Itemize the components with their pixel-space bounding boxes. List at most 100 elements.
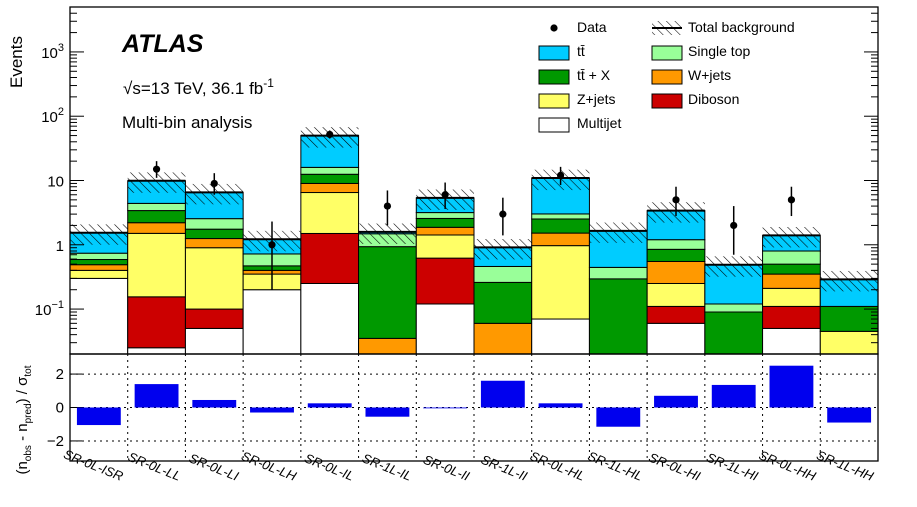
ratio-bar — [76, 407, 121, 426]
legend-swatch — [651, 69, 683, 85]
bar-segment — [819, 330, 879, 355]
total-bkg-band — [704, 256, 763, 277]
ratio-axis-label: (nobs - npred) / σtot — [14, 365, 34, 474]
legend-label: Single top — [688, 43, 750, 59]
ratio-bar — [480, 380, 525, 408]
bar-segment — [588, 266, 648, 280]
total-bkg-band — [589, 222, 648, 243]
ratio-tick-label: 0 — [56, 400, 64, 417]
ratio-label-sub-obs: obs — [23, 445, 34, 461]
x-tick-label: SR-1L-HL — [586, 448, 645, 484]
y-axis-label: Events — [7, 36, 26, 88]
bar-segment — [184, 247, 244, 310]
y-tick-label: 10−1 — [35, 299, 64, 319]
y-tick-label-base: 10 — [41, 45, 58, 62]
ratio-bar — [769, 365, 814, 408]
bar-segment — [415, 212, 475, 219]
data-point — [383, 202, 392, 210]
ratio-bar — [711, 384, 756, 408]
total-bkg-band — [127, 172, 186, 193]
legend-label: tt̄ — [577, 43, 585, 59]
ratio-label-part3: ) / σ — [14, 376, 31, 403]
energy-label-superscript: -1 — [263, 76, 274, 90]
ratio-bar — [654, 395, 698, 408]
energy-label-text: √s=13 TeV, 36.1 fb — [123, 79, 263, 98]
y-tick-label: 10 — [47, 174, 64, 191]
y-tick-label: 103 — [41, 42, 64, 62]
legend-data-marker — [550, 24, 558, 32]
bar-segment — [531, 318, 590, 355]
data-point — [210, 179, 218, 188]
bar-segment — [127, 222, 186, 234]
y-tick-label-base: 10 — [35, 302, 52, 319]
bar-segment — [358, 246, 417, 339]
x-tick-label: SR-1L-IL — [360, 450, 414, 483]
bar-segment — [415, 303, 475, 355]
ratio-bar — [307, 403, 352, 408]
total-bkg-band — [820, 270, 878, 292]
ratio-tick-label: 2 — [56, 366, 64, 383]
bar-segment — [762, 287, 821, 307]
legend-swatch — [538, 93, 570, 109]
legend-label: Multijet — [577, 115, 621, 131]
bar-segment — [704, 311, 764, 355]
legend-data-label: Data — [577, 19, 607, 35]
bar-segment — [358, 337, 417, 355]
bar-segment — [819, 305, 879, 332]
bar-segment — [300, 232, 360, 284]
bar-segment — [184, 327, 244, 355]
bar-segment — [646, 322, 706, 355]
bar-segment — [127, 210, 186, 224]
x-tick-label: SR-0L-II — [421, 452, 472, 484]
legend-total-bkg-label: Total background — [688, 19, 795, 35]
bar-segment — [646, 305, 706, 324]
data-point — [787, 196, 796, 204]
ratio-tick-label: −2 — [47, 433, 64, 450]
y-tick-label-sup: 3 — [58, 42, 64, 54]
ratio-frame — [69, 353, 879, 462]
bar-segment — [415, 257, 475, 305]
bar-segment — [300, 192, 360, 234]
data-point — [326, 130, 334, 139]
ratio-bar — [134, 384, 179, 408]
x-tick-label: SR-0L-HI — [647, 450, 703, 484]
bar-segment — [184, 308, 244, 329]
data-point — [499, 210, 507, 218]
bar-segment — [646, 248, 706, 262]
bar-segment — [415, 234, 475, 259]
legend-label: Diboson — [688, 91, 739, 107]
y-tick-label-base: 10 — [47, 174, 64, 191]
y-tick-label: 1 — [56, 238, 64, 255]
bar-segment — [127, 347, 186, 355]
bar-segment — [300, 182, 360, 194]
bar-segment — [588, 278, 648, 355]
bar-segment — [762, 263, 821, 275]
x-tick-label: SR-0L-LI — [187, 450, 241, 484]
data-point — [556, 171, 565, 180]
bar-segment — [300, 166, 360, 175]
bar-segment — [531, 245, 590, 320]
bar-segment — [531, 213, 590, 220]
bar-segment — [415, 226, 475, 236]
bar-segment — [762, 273, 821, 289]
legend-swatch — [651, 45, 683, 61]
ratio-label-part2: - n — [14, 423, 31, 445]
total-bkg-band — [762, 227, 821, 248]
bar-segment — [69, 277, 129, 355]
bar-segment — [69, 264, 129, 271]
bar-segment — [473, 281, 533, 324]
bar-segment — [184, 238, 244, 249]
ratio-label-part1: (n — [14, 461, 31, 474]
ratio-bar — [827, 407, 872, 423]
x-tick-label: SR-1L-II — [479, 452, 530, 484]
x-tick-label: SR-0L-HH — [757, 447, 819, 484]
bar-segment — [762, 305, 821, 329]
chart-labels: ATLAS √s=13 TeV, 36.1 fb-1 Multi-bin ana… — [7, 30, 274, 475]
legend-label: W+jets — [688, 67, 731, 83]
x-tick-label: SR-0L-LL — [126, 449, 183, 484]
legend-label: Z+jets — [577, 91, 616, 107]
legend-swatch — [538, 45, 570, 61]
legend-swatch — [538, 117, 570, 133]
ratio-label-sub-pred: pred — [23, 403, 34, 423]
